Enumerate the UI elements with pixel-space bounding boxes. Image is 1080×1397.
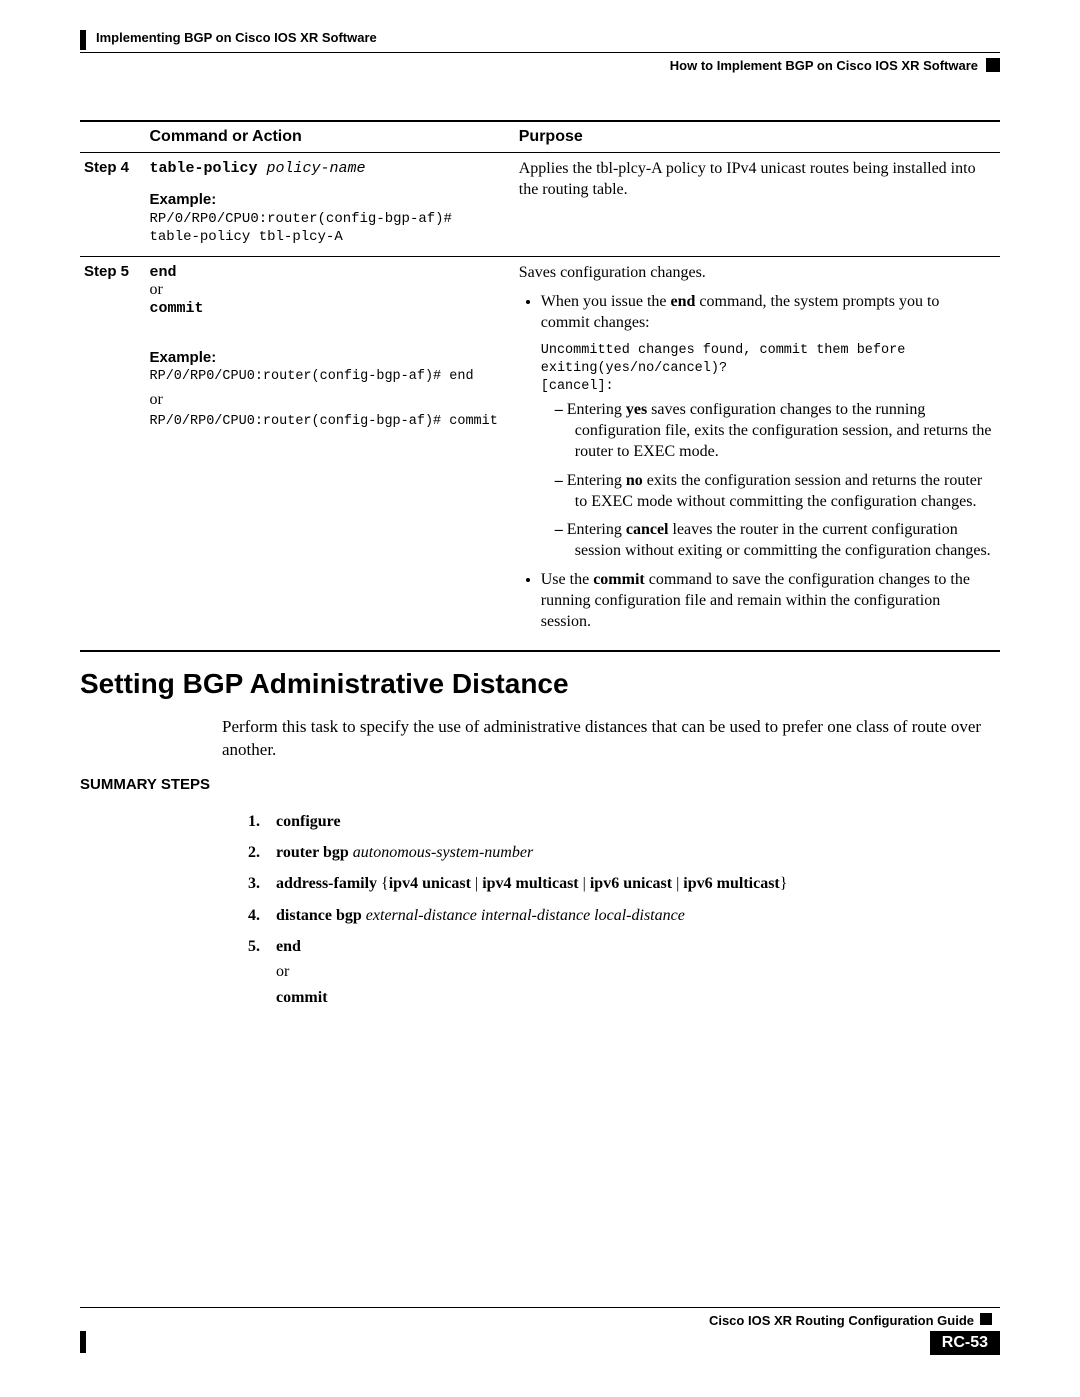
footer-square-mark	[980, 1313, 992, 1325]
text: Use the	[541, 571, 593, 588]
bold: yes	[626, 401, 647, 418]
header-left-mark	[80, 30, 86, 50]
bold: no	[626, 472, 643, 489]
dash-list: Entering yes saves configuration changes…	[541, 400, 992, 562]
summary-steps-label: SUMMARY STEPS	[80, 776, 210, 793]
footer-guide-title: Cisco IOS XR Routing Configuration Guide	[709, 1313, 974, 1328]
bold: commit	[593, 571, 645, 588]
step-distance-bgp: distance bgp	[276, 907, 366, 924]
step-label: Step 4	[80, 153, 146, 257]
prompt-block: Uncommitted changes found, commit them b…	[541, 342, 992, 397]
footer-rule	[80, 1307, 1000, 1308]
or-text: or	[150, 391, 507, 409]
step-arg: autonomous-system-number	[353, 844, 533, 861]
or-text: or	[276, 960, 968, 984]
section-paragraph: Perform this task to specify the use of …	[222, 716, 982, 762]
brace: }	[780, 875, 788, 892]
text: Entering	[567, 401, 626, 418]
opt: ipv6 unicast	[590, 875, 672, 892]
step-arg: external-distance internal-distance loca…	[366, 907, 685, 924]
list-item: distance bgp external-distance internal-…	[248, 902, 968, 929]
example-code: RP/0/RP0/CPU0:router(config-bgp-af)# tab…	[150, 210, 507, 246]
step-commit: commit	[276, 989, 328, 1006]
col-command-header: Command or Action	[146, 121, 515, 153]
command-keyword: table-policy	[150, 160, 258, 177]
page: Implementing BGP on Cisco IOS XR Softwar…	[0, 0, 1080, 1397]
command-commit: commit	[150, 300, 204, 317]
purpose-text: Applies the tbl-plcy-A policy to IPv4 un…	[519, 159, 992, 201]
col-purpose-header: Purpose	[515, 121, 1000, 153]
or-text: or	[150, 281, 163, 298]
command-cell: table-policy policy-name Example: RP/0/R…	[146, 153, 515, 257]
purpose-cell: Applies the tbl-plcy-A policy to IPv4 un…	[515, 153, 1000, 257]
command-cell: end or commit Example: RP/0/RP0/CPU0:rou…	[146, 257, 515, 652]
summary-steps-list: configure router bgp autonomous-system-n…	[248, 808, 968, 1015]
list-item: address-family {ipv4 unicast | ipv4 mult…	[248, 870, 968, 897]
text: Entering	[567, 472, 626, 489]
step-label: Step 5	[80, 257, 146, 652]
brace: {	[381, 875, 389, 892]
footer-left-mark	[80, 1331, 86, 1353]
table-row: Step 4 table-policy policy-name Example:…	[80, 153, 1000, 257]
example-label: Example:	[150, 349, 507, 366]
example-label: Example:	[150, 191, 507, 208]
list-item: Entering no exits the configuration sess…	[575, 471, 992, 513]
text: Entering	[567, 521, 626, 538]
command-end: end	[150, 264, 177, 281]
command-arg: policy-name	[258, 160, 366, 177]
purpose-list: When you issue the end command, the syst…	[519, 292, 992, 632]
bold: end	[671, 293, 696, 310]
header-right-title: How to Implement BGP on Cisco IOS XR Sof…	[670, 58, 978, 73]
opt: ipv6 multicast	[683, 875, 779, 892]
list-item: Use the commit command to save the confi…	[541, 570, 992, 632]
list-item: configure	[248, 808, 968, 835]
section-heading: Setting BGP Administrative Distance	[80, 668, 569, 700]
header-right-mark	[986, 58, 1000, 72]
text: When you issue the	[541, 293, 671, 310]
list-item: When you issue the end command, the syst…	[541, 292, 992, 562]
purpose-cell: Saves configuration changes. When you is…	[515, 257, 1000, 652]
page-header: Implementing BGP on Cisco IOS XR Softwar…	[80, 30, 1000, 70]
opt: ipv4 unicast	[389, 875, 471, 892]
header-rule	[80, 52, 1000, 53]
example-code: RP/0/RP0/CPU0:router(config-bgp-af)# end	[150, 368, 507, 386]
header-left-title: Implementing BGP on Cisco IOS XR Softwar…	[96, 30, 377, 45]
sep: |	[579, 875, 590, 892]
list-item: Entering cancel leaves the router in the…	[575, 520, 992, 562]
opt: ipv4 multicast	[482, 875, 578, 892]
purpose-text: Saves configuration changes.	[519, 263, 992, 284]
page-footer: Cisco IOS XR Routing Configuration Guide…	[80, 1307, 1000, 1357]
list-item: Entering yes saves configuration changes…	[575, 400, 992, 462]
steps-table: Command or Action Purpose Step 4 table-p…	[80, 120, 1000, 652]
step-address-family: address-family	[276, 875, 381, 892]
page-number-box: RC-53	[930, 1331, 1000, 1355]
col-step-header	[80, 121, 146, 153]
list-item: router bgp autonomous-system-number	[248, 839, 968, 866]
step-router-bgp: router bgp	[276, 844, 353, 861]
list-item: end or commit	[248, 933, 968, 1011]
sep: |	[672, 875, 683, 892]
sep: |	[471, 875, 482, 892]
example-code: RP/0/RP0/CPU0:router(config-bgp-af)# com…	[150, 413, 507, 431]
table-row: Step 5 end or commit Example: RP/0/RP0/C…	[80, 257, 1000, 652]
step-configure: configure	[276, 813, 341, 830]
bold: cancel	[626, 521, 669, 538]
step-end: end	[276, 938, 301, 955]
